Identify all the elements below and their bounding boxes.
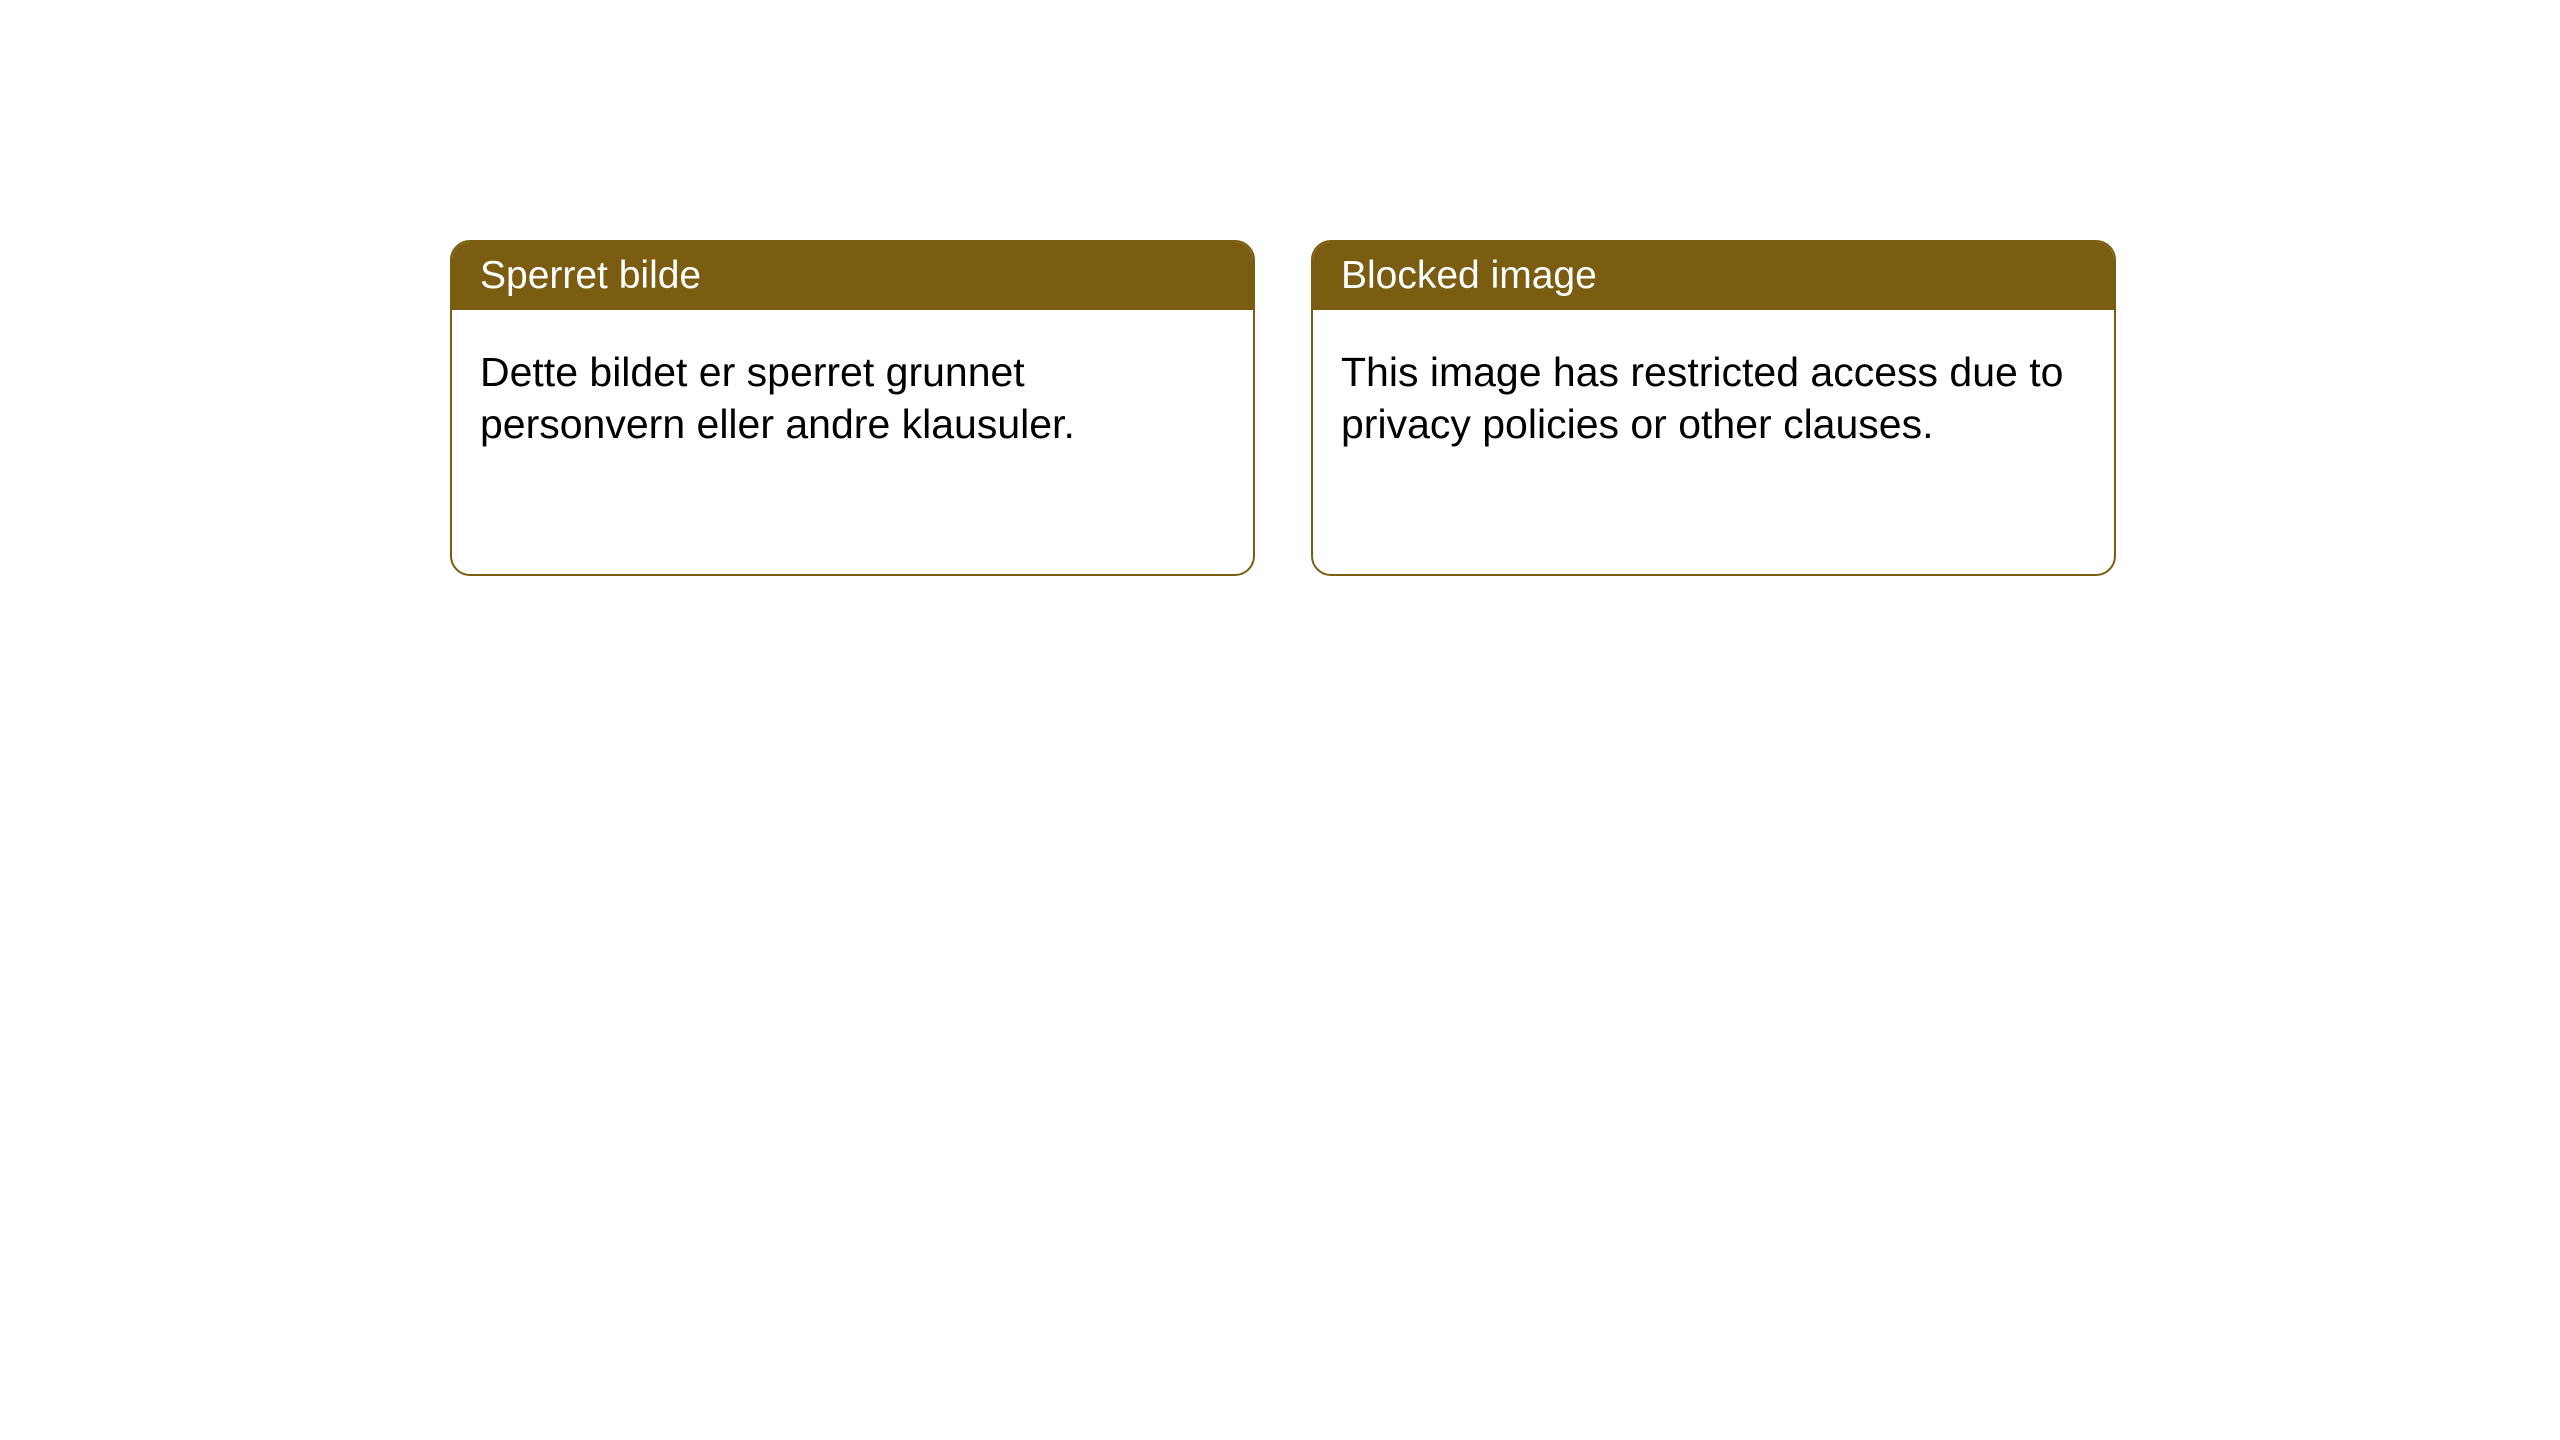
card-body-no: Dette bildet er sperret grunnet personve…: [452, 310, 1253, 487]
card-body-en: This image has restricted access due to …: [1313, 310, 2114, 487]
card-header-no: Sperret bilde: [452, 242, 1253, 310]
blocked-image-card-en: Blocked image This image has restricted …: [1311, 240, 2116, 576]
blocked-image-card-no: Sperret bilde Dette bildet er sperret gr…: [450, 240, 1255, 576]
notice-cards-container: Sperret bilde Dette bildet er sperret gr…: [0, 0, 2560, 576]
card-header-en: Blocked image: [1313, 242, 2114, 310]
